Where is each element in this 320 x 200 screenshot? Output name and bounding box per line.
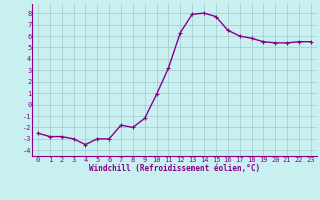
X-axis label: Windchill (Refroidissement éolien,°C): Windchill (Refroidissement éolien,°C) [89, 164, 260, 173]
